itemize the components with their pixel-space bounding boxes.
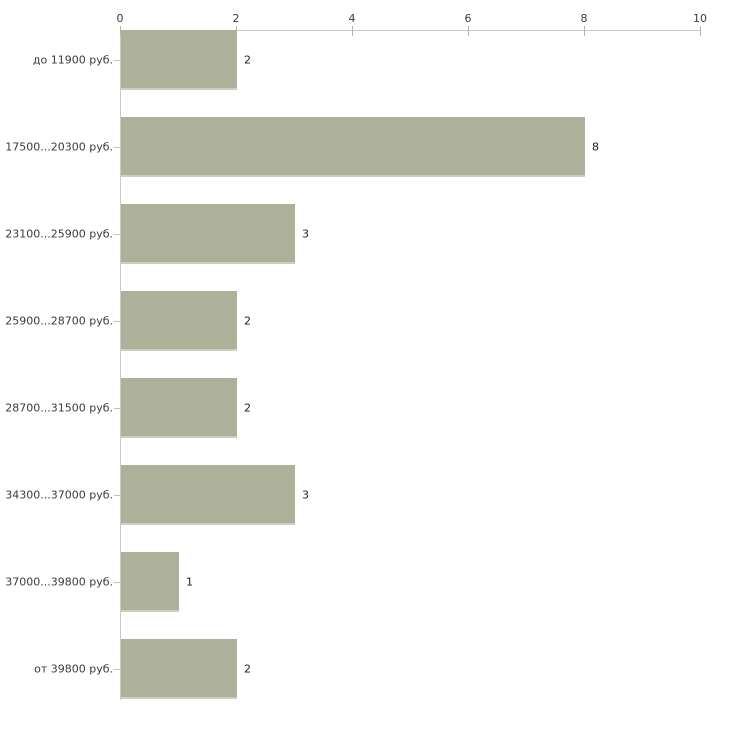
bar — [121, 465, 295, 525]
category-tick-mark — [114, 147, 120, 148]
category-tick-mark — [114, 495, 120, 496]
x-tick-mark — [700, 26, 701, 36]
category-label: 17500...20300 руб. — [5, 140, 113, 154]
category-label: 25900...28700 руб. — [5, 314, 113, 328]
x-tick-label: 4 — [348, 12, 356, 25]
bar — [121, 30, 237, 90]
bar — [121, 639, 237, 699]
value-label: 8 — [592, 140, 599, 154]
value-label: 2 — [244, 314, 251, 328]
category-label: 34300...37000 руб. — [5, 488, 113, 502]
value-label: 2 — [244, 662, 251, 676]
x-tick-label: 2 — [232, 12, 240, 25]
category-tick-mark — [114, 60, 120, 61]
category-tick-mark — [114, 234, 120, 235]
bar — [121, 117, 585, 177]
x-axis — [120, 30, 701, 31]
category-label: 23100...25900 руб. — [5, 227, 113, 241]
x-tick-mark — [352, 26, 353, 36]
value-label: 2 — [244, 53, 251, 67]
bar — [121, 204, 295, 264]
x-tick-label: 8 — [580, 12, 588, 25]
bar — [121, 291, 237, 351]
category-tick-mark — [114, 669, 120, 670]
value-label: 1 — [186, 575, 193, 589]
category-label: до 11900 руб. — [32, 53, 113, 67]
x-tick-mark — [468, 26, 469, 36]
x-tick-mark — [584, 26, 585, 36]
category-label: от 39800 руб. — [34, 662, 113, 676]
value-label: 2 — [244, 401, 251, 415]
x-tick-mark — [120, 26, 121, 36]
bar — [121, 552, 179, 612]
x-tick-label: 10 — [693, 12, 707, 25]
y-axis — [120, 30, 121, 700]
value-label: 3 — [302, 227, 309, 241]
category-tick-mark — [114, 582, 120, 583]
category-tick-mark — [114, 408, 120, 409]
category-label: 28700...31500 руб. — [5, 401, 113, 415]
value-label: 3 — [302, 488, 309, 502]
category-tick-mark — [114, 321, 120, 322]
x-tick-label: 0 — [116, 12, 124, 25]
x-tick-label: 6 — [464, 12, 472, 25]
category-label: 37000...39800 руб. — [5, 575, 113, 589]
bar — [121, 378, 237, 438]
